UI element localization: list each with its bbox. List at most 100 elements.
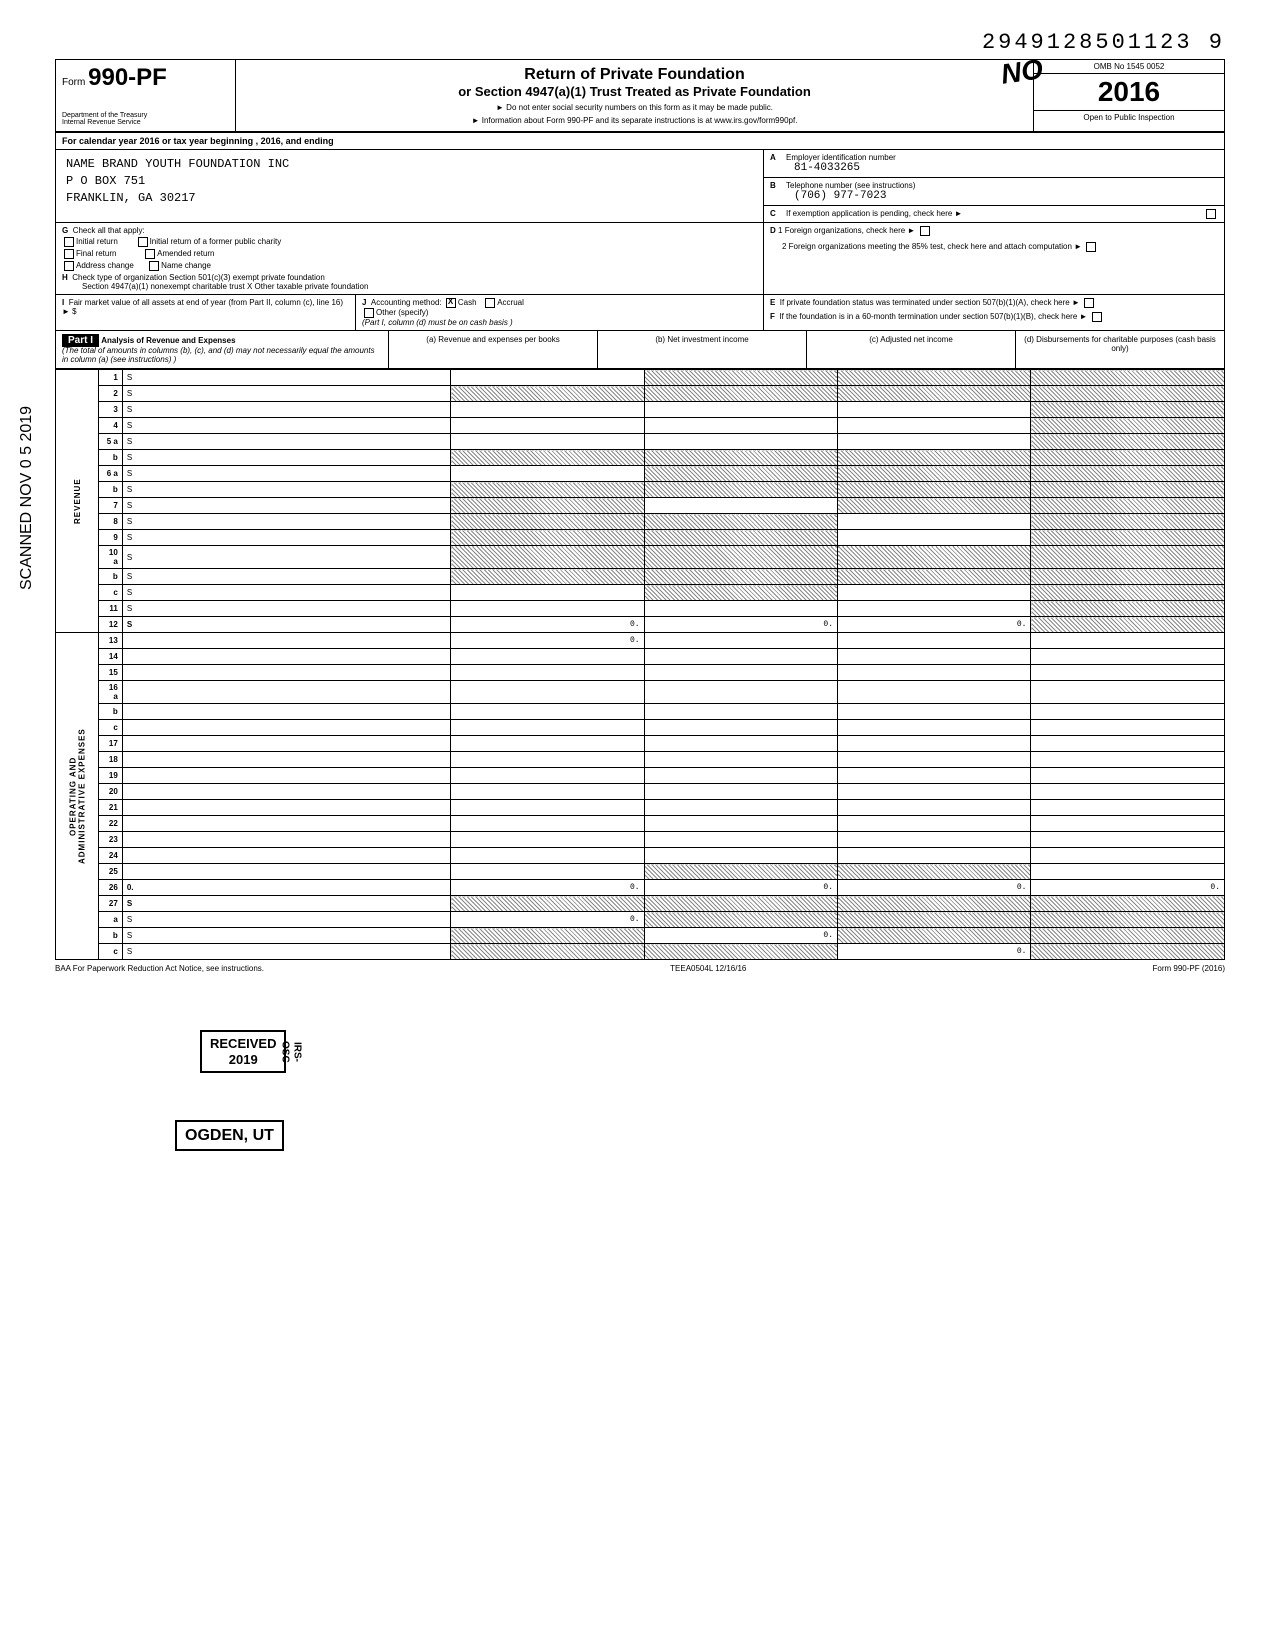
page-footer: BAA For Paperwork Reduction Act Notice, …	[55, 964, 1225, 973]
cell-d	[1031, 450, 1225, 466]
line-description	[122, 704, 450, 720]
line-description: S	[122, 601, 450, 617]
cell-d	[1031, 617, 1225, 633]
cell-b	[644, 402, 837, 418]
cell-a	[451, 681, 644, 704]
cell-b	[644, 681, 837, 704]
checkbox-final[interactable]	[64, 249, 74, 259]
checkbox-name[interactable]	[149, 261, 159, 271]
box-c: C If exemption application is pending, c…	[764, 206, 1224, 222]
opex-side-label: OPERATING ANDADMINISTRATIVE EXPENSES	[56, 633, 99, 960]
tax-year: 2016	[1034, 74, 1224, 111]
checkbox-f[interactable]	[1092, 312, 1102, 322]
cell-a	[451, 498, 644, 514]
cell-a	[451, 944, 644, 960]
checkbox-address[interactable]	[64, 261, 74, 271]
cell-b	[644, 704, 837, 720]
cell-c	[838, 498, 1031, 514]
line-description	[122, 681, 450, 704]
cell-d	[1031, 944, 1225, 960]
cell-d	[1031, 752, 1225, 768]
cell-c	[838, 832, 1031, 848]
row-g-d: G Check all that apply: Initial return I…	[55, 223, 1225, 295]
cell-c	[838, 768, 1031, 784]
identity-block: NAME BRAND YOUTH FOUNDATION INC P O BOX …	[55, 150, 1225, 223]
cell-a	[451, 386, 644, 402]
checkbox-cash[interactable]: X	[446, 298, 456, 308]
checkbox-d2[interactable]	[1086, 242, 1096, 252]
cell-b	[644, 832, 837, 848]
checkbox-c[interactable]	[1206, 209, 1216, 219]
cell-a: 0.	[451, 912, 644, 928]
cell-d	[1031, 466, 1225, 482]
cell-a	[451, 402, 644, 418]
table-row: 7S	[56, 498, 1225, 514]
table-row: c	[56, 720, 1225, 736]
line-number: 15	[99, 665, 122, 681]
checkbox-initial[interactable]	[64, 237, 74, 247]
cell-a	[451, 601, 644, 617]
checkbox-other[interactable]	[364, 308, 374, 318]
checkbox-d1[interactable]	[920, 226, 930, 236]
cell-b: 0.	[644, 880, 837, 896]
cell-d	[1031, 912, 1225, 928]
table-row: 4S	[56, 418, 1225, 434]
cell-b	[644, 816, 837, 832]
cell-a	[451, 546, 644, 569]
revenue-side-label: REVENUE	[56, 370, 99, 633]
cell-a	[451, 649, 644, 665]
cell-d	[1031, 800, 1225, 816]
line-description	[122, 736, 450, 752]
line-description: S	[122, 896, 450, 912]
cell-a	[451, 864, 644, 880]
cell-b	[644, 784, 837, 800]
table-row: 20	[56, 784, 1225, 800]
line-description	[122, 720, 450, 736]
cell-c	[838, 466, 1031, 482]
line-number: 22	[99, 816, 122, 832]
box-a: A Employer identification number 81-4033…	[764, 150, 1224, 178]
table-row: 5 aS	[56, 434, 1225, 450]
cell-c	[838, 649, 1031, 665]
table-row: 16 a	[56, 681, 1225, 704]
line-number: 7	[99, 498, 122, 514]
table-row: 21	[56, 800, 1225, 816]
form-header: Form 990-PF Department of the Treasury I…	[55, 59, 1225, 133]
table-row: 260.0.0.0.0.	[56, 880, 1225, 896]
cell-c	[838, 816, 1031, 832]
cell-c	[838, 665, 1031, 681]
line-description	[122, 800, 450, 816]
table-row: 24	[56, 848, 1225, 864]
form-number: Form 990-PF	[62, 64, 229, 92]
cell-b	[644, 665, 837, 681]
cell-a	[451, 816, 644, 832]
cell-c	[838, 418, 1031, 434]
line-description: S	[122, 450, 450, 466]
checkbox-amended[interactable]	[145, 249, 155, 259]
cell-c	[838, 681, 1031, 704]
cell-c: 0.	[838, 880, 1031, 896]
checkbox-e[interactable]	[1084, 298, 1094, 308]
checkbox-accrual[interactable]	[485, 298, 495, 308]
line-description: S	[122, 402, 450, 418]
line-description	[122, 665, 450, 681]
cell-c	[838, 402, 1031, 418]
instruction-line-2: ► Information about Form 990-PF and its …	[244, 116, 1025, 125]
cell-b	[644, 601, 837, 617]
line-description	[122, 832, 450, 848]
ogden-stamp: OGDEN, UT	[175, 1120, 284, 1151]
cell-d	[1031, 665, 1225, 681]
handwritten-no: NO	[999, 53, 1045, 91]
line-description: S	[122, 530, 450, 546]
table-row: 15	[56, 665, 1225, 681]
cell-d	[1031, 720, 1225, 736]
line-description: S	[122, 514, 450, 530]
cell-d: 0.	[1031, 880, 1225, 896]
table-row: 25	[56, 864, 1225, 880]
box-b: B Telephone number (see instructions) (7…	[764, 178, 1224, 206]
cell-c	[838, 736, 1031, 752]
cell-c	[838, 585, 1031, 601]
cell-a	[451, 784, 644, 800]
table-row: 11S	[56, 601, 1225, 617]
checkbox-initial-former[interactable]	[138, 237, 148, 247]
